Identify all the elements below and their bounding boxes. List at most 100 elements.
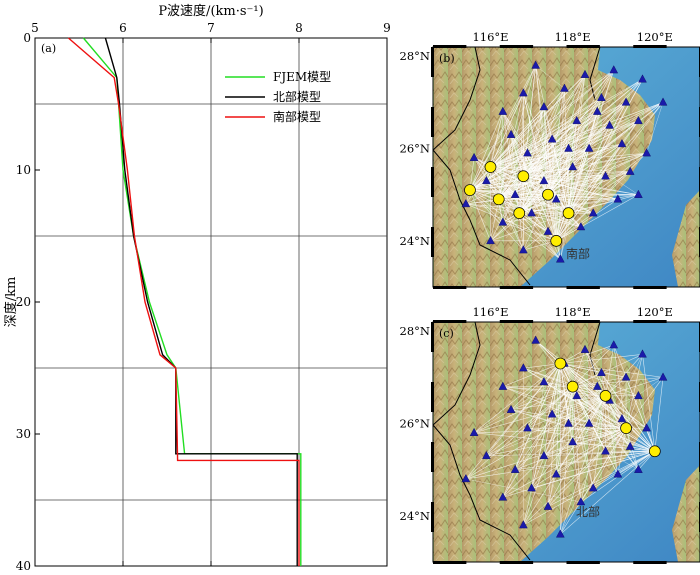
station-triangle — [543, 226, 553, 235]
x-tick-label: 7 — [207, 21, 215, 35]
ray-path — [473, 69, 614, 158]
station-triangle — [621, 97, 631, 106]
ray-path — [560, 363, 627, 378]
ray-path — [473, 344, 614, 433]
lon-tick-label: 118°E — [555, 305, 591, 319]
ray-path — [654, 377, 664, 452]
lat-tick-label: 26°N — [400, 417, 430, 431]
station-triangle — [519, 88, 528, 97]
lat-tick-label: 26°N — [400, 142, 430, 156]
station-triangle — [592, 381, 602, 390]
station-triangle — [605, 120, 614, 129]
event-circle — [517, 170, 530, 183]
station-triangle — [547, 134, 557, 143]
ray-path — [498, 199, 561, 260]
station-triangle — [527, 208, 536, 217]
station-triangle — [597, 367, 606, 376]
ray-path — [547, 79, 643, 195]
ray-path — [543, 418, 623, 457]
stations-b — [461, 60, 668, 263]
x-tick-label: 5 — [31, 21, 39, 35]
event-circle — [620, 422, 632, 435]
series-line — [67, 37, 300, 566]
ray-path — [592, 395, 606, 489]
ray-path — [498, 180, 545, 200]
sources-b — [464, 161, 575, 247]
ray-path — [568, 74, 586, 214]
station-triangle — [469, 152, 479, 161]
station-triangle — [527, 483, 536, 492]
frame-bar — [499, 320, 534, 323]
frame-bar — [499, 561, 534, 564]
ray-path — [584, 349, 619, 475]
region-label-b: 南部 — [566, 246, 590, 261]
ray-path — [555, 111, 598, 241]
ray-path — [555, 120, 578, 241]
ray-path — [519, 143, 623, 214]
ray-path — [473, 157, 520, 214]
station-triangle — [658, 372, 668, 381]
ray-path — [556, 171, 631, 200]
map-panel-north: 116°E 118°E 120°E 28°N 26°N 24°N (c) 北部 — [400, 305, 700, 564]
ray-path — [584, 349, 606, 396]
ray-path — [523, 450, 655, 526]
ray-path — [469, 189, 491, 241]
ray-path — [527, 102, 664, 154]
ray-path — [568, 79, 643, 214]
ray-path — [465, 395, 606, 480]
ray-path — [486, 395, 639, 457]
ray-path — [465, 427, 627, 480]
x-axis-title: P波速度/(km·s⁻¹) — [158, 3, 263, 19]
ray-path — [535, 340, 573, 387]
station-triangle — [482, 450, 491, 460]
ray-path — [519, 199, 557, 214]
ray-path — [502, 363, 561, 387]
station-triangle — [609, 340, 619, 349]
station-triangle — [597, 92, 606, 101]
ray-path — [490, 125, 610, 168]
station-triangle — [580, 344, 590, 353]
ray-path — [531, 381, 545, 489]
map-panel-south: 116°E 118°E 120°E 28°N 26°N 24°N (b) 南部 — [400, 30, 700, 289]
panel-label-b: (b) — [439, 52, 455, 65]
ray-path — [527, 395, 606, 429]
event-circle — [513, 207, 526, 220]
ray-path — [469, 189, 524, 251]
ray-path — [555, 148, 590, 241]
frame-bar — [431, 107, 434, 137]
station-triangle — [539, 377, 549, 386]
ray-path — [502, 386, 606, 397]
ray-path — [535, 65, 565, 89]
ray-path — [502, 111, 569, 214]
ray-path — [576, 395, 655, 452]
ray-path — [605, 345, 615, 396]
ray-path — [625, 354, 643, 429]
ray-path — [486, 395, 606, 457]
ray-path — [469, 111, 504, 191]
y-tick-label: 40 — [16, 559, 31, 573]
station-triangle — [531, 60, 541, 69]
station-triangle — [634, 115, 643, 125]
ray-path — [556, 212, 594, 242]
ray-path — [576, 395, 647, 429]
lon-tick-label: 116°E — [472, 305, 508, 319]
frame-bar — [433, 320, 467, 323]
frame-bar — [431, 47, 434, 77]
frame-bar — [566, 561, 600, 564]
ray-path — [465, 194, 549, 205]
ray-path — [518, 139, 553, 214]
station-triangle — [625, 441, 635, 450]
ray-path — [584, 349, 627, 429]
station-triangle — [634, 189, 643, 198]
ray-path — [498, 120, 577, 200]
frame-bars-c — [431, 320, 700, 564]
lon-tick-label: 116°E — [472, 30, 508, 44]
ray-path — [486, 180, 581, 228]
ray-path — [625, 377, 656, 452]
ray-path — [601, 372, 656, 452]
ray-path — [556, 152, 647, 242]
station-triangle — [576, 497, 586, 506]
panel-label-a: (a) — [41, 42, 56, 55]
ray-path — [560, 354, 643, 535]
